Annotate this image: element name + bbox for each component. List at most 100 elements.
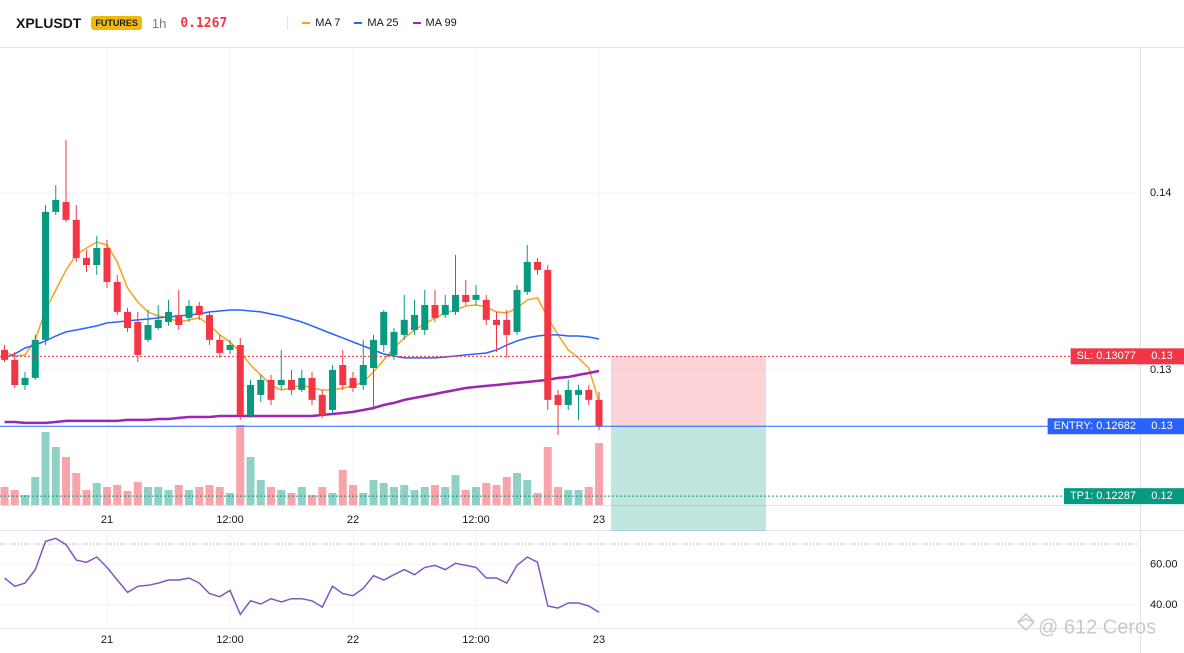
candle-body <box>83 257 91 265</box>
legend-item[interactable]: MA 7 <box>302 17 340 29</box>
candle-body <box>318 394 326 415</box>
volume-bar <box>359 493 368 505</box>
volume-bar <box>410 490 419 505</box>
separator <box>287 16 289 30</box>
y-tick-label: 40.00 <box>1150 599 1178 611</box>
volume-bar <box>41 432 50 505</box>
candle-body <box>1 349 9 360</box>
candle-body <box>288 379 296 390</box>
candle-body <box>154 319 162 329</box>
y-tick-label: 0.14 <box>1150 187 1171 199</box>
candle-body <box>380 311 388 345</box>
legend-item[interactable]: MA 25 <box>354 17 399 29</box>
volume-bar <box>133 482 142 505</box>
candle-body <box>534 261 542 270</box>
legend-swatch <box>354 22 363 24</box>
candle-body <box>513 289 521 332</box>
legend-item[interactable]: MA 99 <box>412 17 457 29</box>
x-tick-label: 22 <box>347 634 359 646</box>
level-axis-bg <box>1140 418 1184 435</box>
candle-body <box>329 369 337 410</box>
legend-label: MA 99 <box>425 17 457 29</box>
candle-body <box>564 389 572 405</box>
candle-body <box>11 359 19 385</box>
candle-body <box>31 339 39 378</box>
interval[interactable]: 1h <box>151 15 167 31</box>
candle-body <box>482 299 490 320</box>
level-label: ENTRY: 0.12682 <box>1054 420 1136 432</box>
volume-bar <box>574 490 583 505</box>
volume-bar <box>195 487 204 505</box>
level-label: TP1: 0.12287 <box>1070 490 1136 502</box>
reward-zone <box>611 426 766 531</box>
volume-bar <box>62 457 71 505</box>
candle-body <box>62 201 70 220</box>
symbol[interactable]: XPLUSDT <box>16 15 82 31</box>
volume-bar <box>226 493 235 505</box>
volume-bar <box>554 487 563 505</box>
volume-bar <box>533 493 542 505</box>
candle-body <box>359 364 367 385</box>
y-tick-label: 60.00 <box>1150 558 1178 570</box>
volume-bar <box>502 477 511 505</box>
level-tag: ENTRY: 0.12682 0.13 <box>1047 418 1184 435</box>
candle-body <box>103 248 111 282</box>
candle-body <box>42 211 50 340</box>
volume-bar <box>492 485 501 505</box>
candle-body <box>247 384 255 415</box>
volume-bar <box>328 493 337 505</box>
volume-bar <box>72 473 81 505</box>
level-label-bg <box>1047 418 1140 435</box>
candle-body <box>441 304 449 315</box>
candle-body <box>165 311 173 322</box>
legend-label: MA 7 <box>315 17 341 29</box>
volume-bar <box>369 480 378 505</box>
volume-bar <box>236 425 245 505</box>
volume-bar <box>123 491 132 505</box>
volume-bar <box>10 490 19 505</box>
level-label: SL: 0.13077 <box>1077 350 1136 362</box>
volume-bar <box>82 490 91 505</box>
candle-body <box>493 319 501 325</box>
volume-bar <box>431 485 440 505</box>
candle-body <box>575 389 583 395</box>
volume-bar <box>379 483 388 505</box>
level-label-bg <box>1070 348 1140 365</box>
volume-bar <box>523 480 532 505</box>
volume-bar <box>267 487 276 505</box>
x-tick-label: 23 <box>593 634 605 646</box>
legend-swatch <box>412 22 421 24</box>
volume-bar <box>103 487 112 505</box>
x-tick-label: 12:00 <box>462 634 490 646</box>
x-tick-label: 23 <box>593 514 605 526</box>
volume-bar <box>246 457 255 505</box>
volume-bar <box>543 447 552 505</box>
volume-bar <box>215 487 224 505</box>
candle-body <box>390 331 398 355</box>
watermark-icon <box>1016 612 1036 632</box>
volume-bar <box>318 487 327 505</box>
level-tag: SL: 0.13077 0.13 <box>1070 348 1184 365</box>
volume-bar <box>174 485 183 505</box>
volume-bar <box>400 485 409 505</box>
volume-bar <box>451 475 460 505</box>
x-tick-label: 12:00 <box>216 514 244 526</box>
volume-bar <box>513 473 522 505</box>
candle-body <box>113 281 121 312</box>
candle-body <box>298 377 306 390</box>
candle-body <box>175 314 183 325</box>
volume-bar <box>461 490 470 505</box>
candle-body <box>21 377 29 385</box>
candle-body <box>267 379 275 400</box>
candle-body <box>185 305 193 318</box>
candle-body <box>308 377 316 400</box>
volume-bar <box>564 490 573 505</box>
candle-body <box>585 389 593 400</box>
level-axis-label: 0.13 <box>1151 350 1172 362</box>
volume-bar <box>390 487 399 505</box>
candle-body <box>72 219 80 258</box>
volume-bar <box>185 490 194 505</box>
x-tick-label: 21 <box>101 514 113 526</box>
last-price: 0.1267 <box>180 15 228 31</box>
volume-bar <box>21 495 30 505</box>
